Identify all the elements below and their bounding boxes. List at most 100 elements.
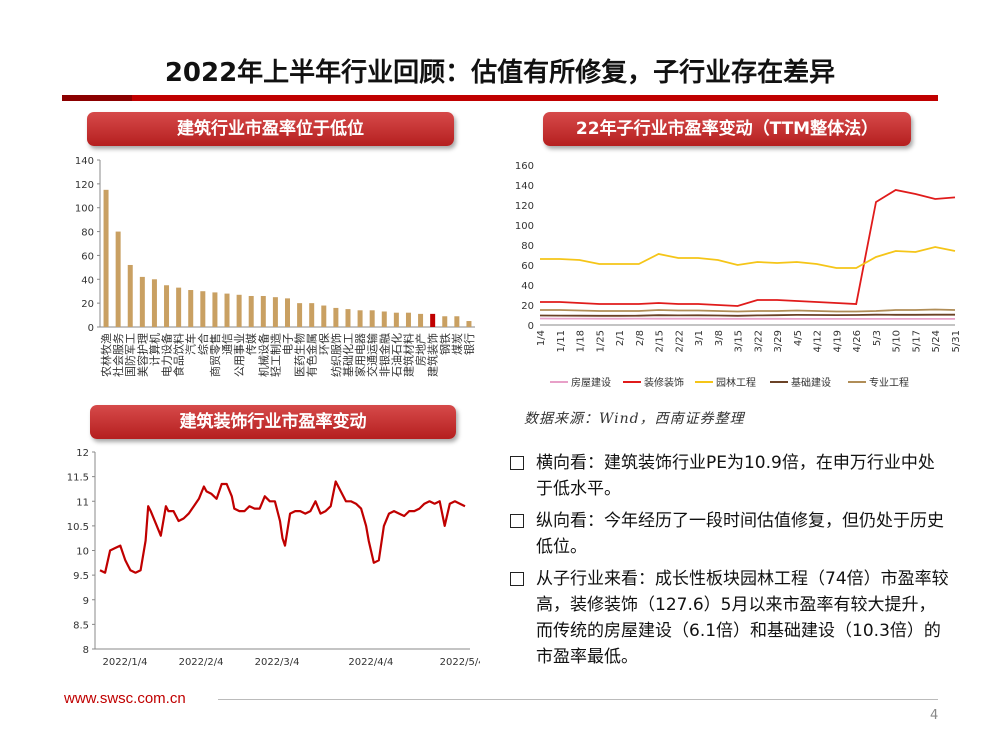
bar — [115, 231, 121, 327]
y-tick-label: 100 — [75, 204, 94, 215]
x-tick-label: 交通运输 — [365, 333, 379, 377]
bar — [236, 294, 242, 327]
bar — [442, 316, 448, 327]
checkbox-icon — [510, 514, 524, 528]
x-tick-label: 5/31 — [951, 330, 962, 352]
bar — [393, 312, 399, 327]
y-tick-label: 11.5 — [67, 473, 89, 484]
bar — [345, 309, 351, 327]
bar — [381, 311, 387, 327]
x-tick-label: 计算机 — [147, 333, 161, 366]
page-title: 2022年上半年行业回顾：估值有所修复，子行业存在差异 — [164, 58, 836, 88]
chart1-title-pill: 建筑行业市盈率位于低位 — [87, 112, 454, 146]
x-tick-label: 5/24 — [931, 330, 942, 352]
x-tick-label: 2022/5/4 — [440, 657, 480, 668]
y-tick-label: 20 — [81, 299, 94, 310]
y-tick-label: 0 — [528, 321, 534, 332]
y-tick-label: 80 — [81, 228, 94, 239]
series-line-建筑装饰 — [99, 480, 466, 574]
y-tick-label: 9 — [83, 596, 89, 607]
x-tick-label: 医药生物 — [293, 333, 307, 377]
checkbox-icon — [510, 456, 524, 470]
x-tick-label: 4/12 — [813, 330, 824, 352]
x-tick-label: 有色金属 — [305, 333, 319, 377]
x-tick-label: 电子 — [282, 333, 295, 355]
x-tick-label: 3/8 — [714, 330, 725, 346]
x-tick-label: 环保 — [317, 333, 331, 355]
x-tick-label: 机械设备 — [256, 333, 270, 377]
x-tick-label: 纺织服饰 — [329, 333, 343, 377]
bar — [418, 313, 424, 327]
x-tick-label: 4/5 — [793, 330, 804, 346]
bar — [297, 303, 303, 327]
x-tick-label: 2/1 — [615, 330, 626, 346]
bar — [260, 295, 266, 327]
title-underline-accent — [62, 95, 132, 101]
bullet-item: 从子行业来看：成长性板块园林工程（74倍）市盈率较高，装修装饰（127.6）5月… — [510, 566, 950, 670]
bar — [103, 189, 109, 327]
y-tick-label: 100 — [515, 221, 534, 232]
bar — [430, 313, 436, 327]
y-tick-label: 40 — [81, 275, 94, 286]
bar — [466, 321, 472, 327]
bar — [164, 285, 170, 327]
x-tick-label: 2/15 — [655, 330, 666, 352]
x-tick-label: 1/4 — [536, 330, 547, 346]
x-tick-label: 汽车 — [184, 333, 198, 355]
x-tick-label: 3/22 — [753, 330, 764, 352]
bar — [127, 264, 133, 327]
x-tick-label: 1/11 — [556, 330, 567, 352]
bar — [405, 312, 411, 327]
x-tick-label: 农林牧渔 — [99, 333, 113, 377]
x-tick-label: 2022/4/4 — [348, 657, 393, 668]
x-tick-label: 钢铁 — [439, 333, 452, 355]
x-tick-label: 房地产 — [414, 333, 428, 366]
checkbox-icon — [510, 572, 524, 586]
x-tick-label: 传媒 — [245, 333, 258, 355]
legend-label: 专业工程 — [869, 376, 909, 389]
bullet-text: 从子行业来看：成长性板块园林工程（74倍）市盈率较高，装修装饰（127.6）5月… — [536, 569, 949, 667]
bar — [139, 276, 145, 327]
bar — [272, 297, 278, 327]
x-tick-label: 2022/1/4 — [103, 657, 148, 668]
footer-url[interactable]: www.swsc.com.cn — [64, 690, 186, 707]
bullet-text: 横向看：建筑装饰行业PE为10.9倍，在申万行业中处于低水平。 — [536, 453, 935, 499]
y-tick-label: 8.5 — [73, 620, 89, 631]
x-tick-label: 5/17 — [911, 330, 922, 352]
bar — [333, 307, 339, 327]
footer-divider — [218, 699, 938, 700]
series-line-园林工程 — [540, 246, 956, 269]
y-tick-label: 60 — [521, 261, 534, 272]
bar — [369, 310, 375, 327]
x-tick-label: 3/29 — [773, 330, 784, 352]
bar — [321, 305, 327, 327]
bar — [176, 287, 182, 327]
x-tick-label: 5/3 — [872, 330, 883, 346]
chart2-title-pill: 22年子行业市盈率变动（TTM整体法） — [543, 112, 911, 146]
legend-label: 装修装饰 — [644, 376, 684, 389]
x-tick-label: 社会服务 — [111, 333, 125, 377]
bullet-item: 纵向看：今年经历了一段时间估值修复，但仍处于历史低位。 — [510, 508, 950, 560]
x-tick-label: 基础化工 — [341, 333, 355, 377]
x-tick-label: 综合 — [196, 333, 210, 355]
bar — [285, 298, 290, 327]
bullet-list: 横向看：建筑装饰行业PE为10.9倍，在申万行业中处于低水平。 纵向看：今年经历… — [510, 450, 950, 676]
x-tick-label: 4/19 — [832, 330, 843, 352]
industry-pe-bar-chart: 0 20 40 60 80 100 120 140 农林牧渔 社会服务 国防军工 美容护理 计算机 电力设… — [60, 150, 485, 395]
bar — [212, 292, 218, 327]
x-tick-label: 建筑材料 — [401, 333, 415, 377]
y-tick-label: 120 — [515, 201, 534, 212]
y-tick-label: 140 — [75, 156, 94, 167]
y-tick-label: 60 — [81, 251, 94, 262]
x-tick-label: 食品饮料 — [172, 333, 186, 377]
y-tick-label: 9.5 — [73, 571, 89, 582]
y-tick-label: 40 — [521, 281, 534, 292]
y-tick-label: 10 — [76, 547, 89, 558]
x-tick-label: 非银金融 — [377, 333, 391, 377]
legend-label: 园林工程 — [716, 376, 756, 389]
x-tick-label: 家用电器 — [353, 333, 367, 377]
y-tick-label: 160 — [515, 161, 534, 172]
building-decoration-pe-line-chart: 8 8.5 9 9.5 10 10.5 11 11.5 12 2022/1/4 2022/2/4 20… — [55, 440, 480, 680]
x-tick-label: 2/22 — [674, 330, 685, 352]
x-tick-label: 通信 — [221, 333, 234, 355]
